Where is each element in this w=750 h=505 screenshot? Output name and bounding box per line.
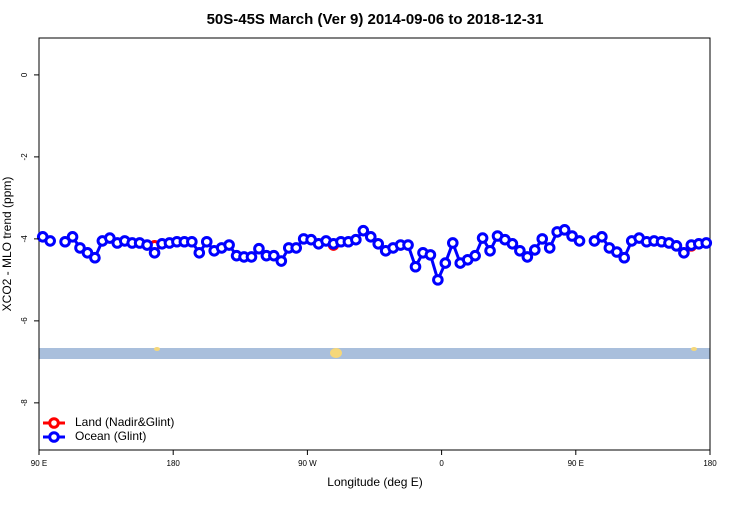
data-point: [148, 247, 161, 259]
y-axis-label: XCO2 - MLO trend (ppm): [0, 177, 14, 312]
data-point: [223, 239, 235, 251]
legend-label: Land (Nadir&Glint): [75, 415, 174, 429]
data-point: [573, 235, 586, 247]
data-point: [678, 247, 690, 259]
data-point: [521, 251, 534, 263]
data-point: [364, 231, 377, 243]
data-point: [44, 235, 56, 247]
data-point: [469, 249, 481, 262]
data-point: [104, 232, 116, 244]
data-point: [350, 233, 362, 246]
data-point: [514, 244, 526, 257]
surface-band: [39, 348, 710, 359]
land-marker: [691, 347, 697, 351]
x-tick-label: 180: [167, 459, 181, 468]
data-point: [290, 242, 303, 254]
data-point: [253, 242, 265, 255]
chart-title: 50S-45S March (Ver 9) 2014-09-06 to 2018…: [207, 11, 544, 28]
x-tick-label: 0: [439, 459, 444, 468]
y-tick-label: -2: [20, 153, 29, 161]
data-point: [268, 249, 280, 262]
land-marker: [330, 348, 342, 358]
data-point: [186, 235, 198, 248]
data-point: [611, 246, 623, 258]
data-point: [424, 249, 437, 261]
data-point: [89, 251, 101, 264]
data-point: [446, 237, 459, 249]
data-point: [566, 230, 578, 242]
x-tick-label: 180: [703, 459, 717, 468]
x-tick-label: 90 W: [298, 459, 317, 468]
data-point: [700, 237, 713, 249]
data-point: [670, 240, 683, 252]
legend-marker: [48, 431, 60, 443]
land-marker: [154, 347, 160, 351]
data-point: [476, 232, 489, 244]
y-tick-label: -6: [20, 317, 29, 325]
data-point: [432, 274, 444, 286]
data-point: [357, 224, 370, 237]
data-point: [618, 251, 631, 264]
data-point: [409, 260, 422, 273]
x-tick-label: 90 E: [31, 459, 47, 468]
legend-label: Ocean (Glint): [75, 429, 146, 443]
data-point: [439, 257, 452, 269]
data-point: [193, 247, 206, 259]
legend: Land (Nadir&Glint)Ocean (Glint): [43, 415, 174, 443]
data-point: [74, 242, 86, 254]
legend-marker: [48, 417, 60, 429]
y-tick-label: -8: [20, 399, 29, 407]
data-point: [59, 235, 71, 248]
data-point: [528, 244, 541, 256]
x-tick-label: 90 E: [568, 459, 584, 468]
data-point: [372, 237, 385, 250]
data-point: [245, 251, 258, 263]
data-point: [596, 231, 608, 243]
data-point: [81, 247, 94, 259]
x-axis-label: Longitude (deg E): [327, 475, 422, 489]
data-point: [506, 237, 519, 250]
data-point: [536, 233, 549, 245]
data-point: [484, 244, 496, 257]
plot-area: [36, 224, 713, 286]
data-point: [141, 239, 153, 251]
data-point: [558, 224, 571, 236]
data-point: [543, 242, 556, 254]
data-point: [66, 231, 79, 243]
data-point: [200, 235, 213, 248]
y-tick-label: -4: [20, 235, 29, 243]
y-tick-label: 0: [20, 72, 29, 77]
data-point: [275, 255, 288, 267]
data-point: [402, 239, 414, 251]
